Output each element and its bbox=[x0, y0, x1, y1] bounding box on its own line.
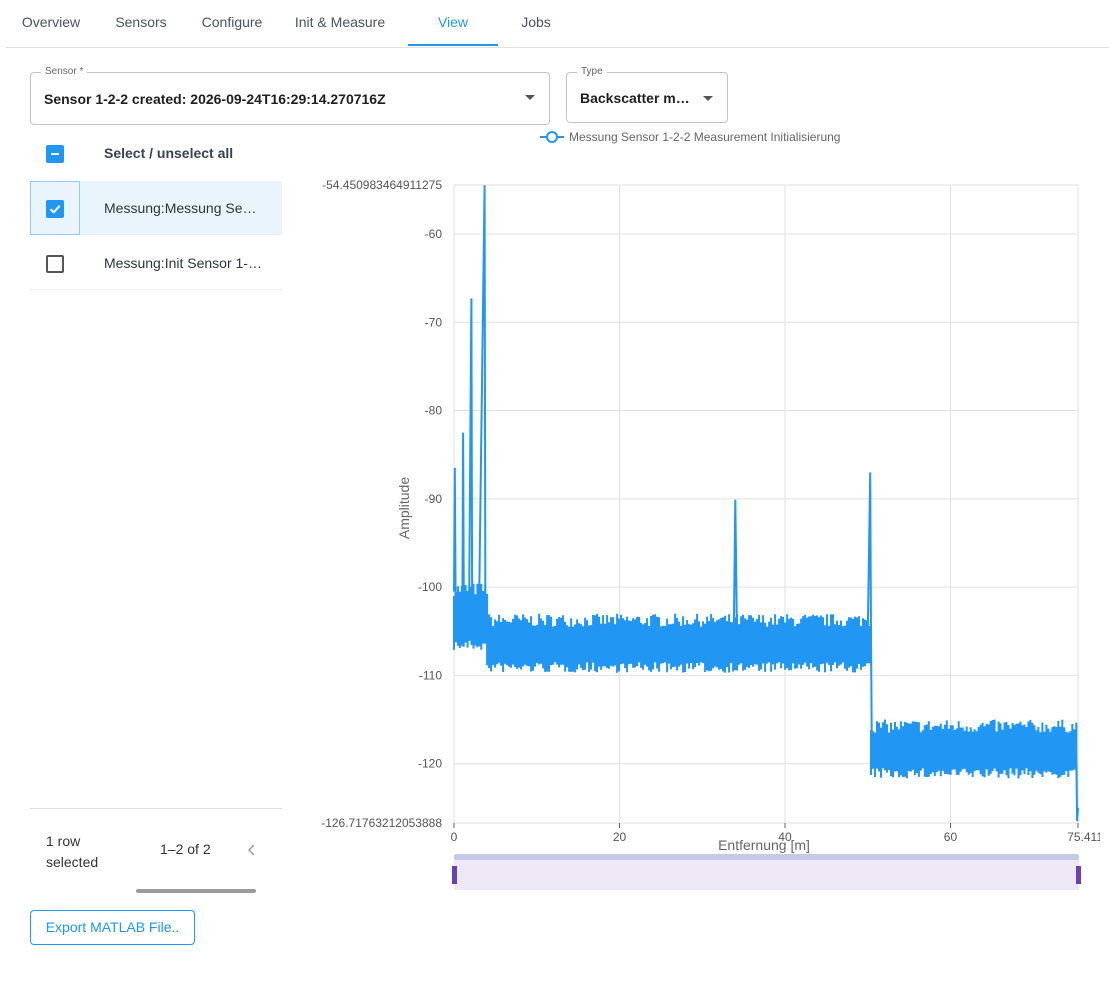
tab-view[interactable]: View bbox=[437, 14, 469, 30]
tab-jobs[interactable]: Jobs bbox=[521, 14, 551, 30]
pagination-info: 1–2 of 2 bbox=[160, 841, 211, 857]
y-tick-label: -120 bbox=[418, 757, 442, 771]
y-tick-label: -70 bbox=[425, 315, 443, 329]
list-item[interactable]: Messung:Messung Sensor 1-2-2 Measurement… bbox=[30, 181, 282, 235]
select-all-checkbox[interactable] bbox=[46, 145, 64, 163]
zoom-slider[interactable] bbox=[452, 854, 1081, 890]
row-checkbox[interactable] bbox=[46, 255, 64, 273]
x-tick-label: 75.4111 bbox=[1067, 830, 1100, 844]
type-select[interactable]: Type Backscatter measurement bbox=[566, 66, 728, 123]
y-tick-label: -80 bbox=[425, 404, 443, 418]
x-tick-label: 60 bbox=[944, 830, 958, 844]
list-item[interactable]: Messung:Init Sensor 1-2-2 bbox=[30, 236, 282, 290]
zoom-slider-track bbox=[454, 854, 1079, 860]
y-tick-label: -126.71763212053888 bbox=[321, 816, 442, 830]
x-tick-label: 40 bbox=[778, 830, 792, 844]
tab-configure[interactable]: Configure bbox=[201, 14, 263, 30]
zoom-handle-right[interactable] bbox=[1076, 866, 1081, 884]
legend-marker-icon bbox=[546, 131, 558, 143]
tab-init-measure[interactable]: Init & Measure bbox=[294, 14, 386, 30]
row-checkbox[interactable] bbox=[46, 200, 64, 218]
dropdown-arrow-icon bbox=[525, 95, 535, 100]
y-tick-label: -100 bbox=[418, 580, 442, 594]
list-footer-divider bbox=[30, 808, 282, 809]
tab-overview[interactable]: Overview bbox=[21, 14, 81, 30]
type-select-value: Backscatter measurement bbox=[580, 90, 692, 106]
horizontal-scrollbar[interactable] bbox=[136, 889, 256, 893]
y-tick-label: -60 bbox=[425, 227, 443, 241]
list-item-label: Messung:Init Sensor 1-2-2 bbox=[104, 255, 264, 271]
sensor-select-value: Sensor 1-2-2 created: 2026-09-24T16:29:1… bbox=[44, 91, 386, 107]
tab-sensors[interactable]: Sensors bbox=[115, 14, 167, 30]
series-line bbox=[453, 185, 1079, 822]
list-item-label: Messung:Messung Sensor 1-2-2 Measurement… bbox=[104, 200, 264, 216]
x-tick-label: 0 bbox=[451, 830, 458, 844]
type-select-label: Type bbox=[577, 66, 607, 78]
x-tick-label: 20 bbox=[613, 830, 627, 844]
chart: Messung Sensor 1-2-2 Measurement Initial… bbox=[321, 130, 1100, 890]
y-tick-label: -54.450983464911275 bbox=[322, 178, 442, 192]
minus-icon bbox=[51, 153, 59, 155]
sensor-select-label: Sensor * bbox=[41, 66, 88, 78]
chevron-left-icon[interactable] bbox=[246, 843, 258, 857]
chart-grid bbox=[453, 184, 1079, 824]
sensor-select[interactable]: Sensor * Sensor 1-2-2 created: 2026-09-2… bbox=[30, 66, 550, 125]
y-axis-label: Amplitude bbox=[396, 477, 412, 539]
check-icon bbox=[49, 205, 61, 214]
dropdown-arrow-icon bbox=[703, 96, 713, 101]
chart-ticks: -54.450983464911275 -60 -70 -80 -90 -100 -110 -… bbox=[321, 178, 1100, 844]
selected-count: 1 row selected bbox=[46, 833, 99, 870]
zoom-handle-left[interactable] bbox=[452, 866, 457, 884]
y-tick-label: -90 bbox=[425, 492, 443, 506]
select-all-label: Select / unselect all bbox=[104, 145, 234, 161]
x-axis-label: Entfernung [m] bbox=[718, 837, 810, 853]
active-tab-indicator bbox=[408, 44, 498, 46]
legend-label: Messung Sensor 1-2-2 Measurement Initial… bbox=[569, 130, 840, 144]
chart-legend[interactable]: Messung Sensor 1-2-2 Measurement Initial… bbox=[540, 130, 840, 144]
zoom-slider-range bbox=[454, 860, 1079, 890]
y-tick-label: -110 bbox=[419, 668, 442, 682]
tab-bar: Overview Sensors Configure Init & Measur… bbox=[6, 0, 1109, 48]
list-header: Select / unselect all bbox=[30, 126, 282, 180]
checkbox-cell-focus bbox=[30, 181, 80, 235]
export-matlab-button[interactable]: Export MATLAB File.. bbox=[30, 910, 195, 945]
